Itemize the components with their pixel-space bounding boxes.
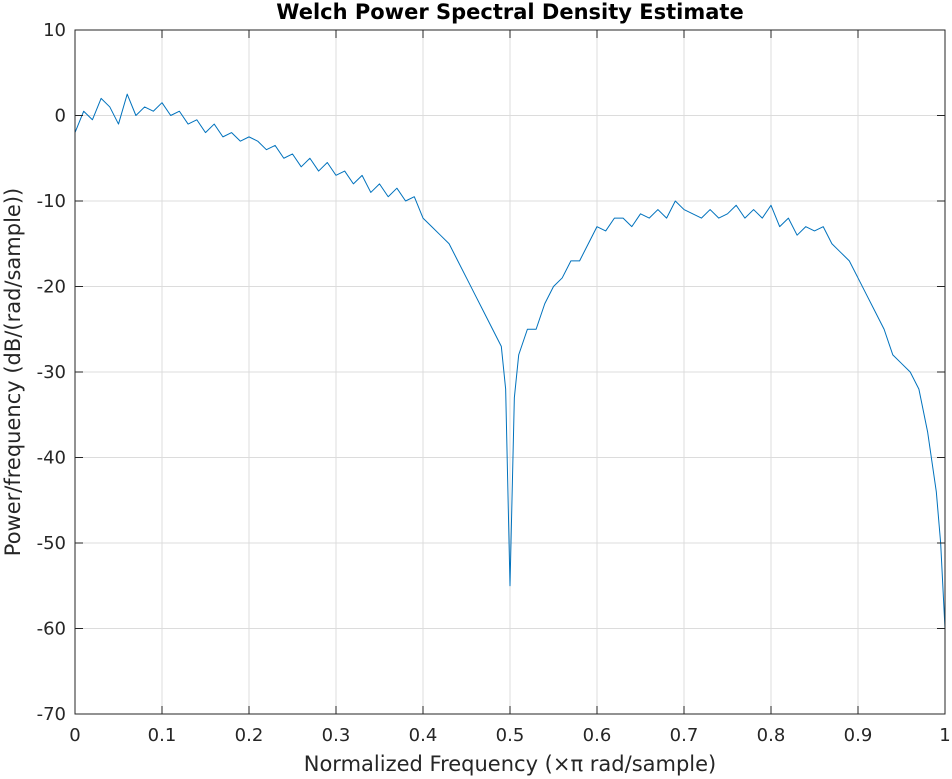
x-axis-label: Normalized Frequency (×π rad/sample) — [304, 752, 716, 776]
chart-title: Welch Power Spectral Density Estimate — [276, 0, 743, 24]
y-tick-label: -10 — [37, 191, 66, 212]
y-tick-label: -70 — [37, 704, 66, 725]
x-tick-label: 0.4 — [409, 725, 438, 746]
plot-area — [74, 93, 946, 629]
x-tick-label: 0.9 — [844, 725, 873, 746]
y-tick-label: -50 — [37, 533, 66, 554]
y-axis-label: Power/frequency (dB/(rad/sample)) — [1, 188, 25, 556]
x-tick-label: 0.7 — [670, 725, 699, 746]
y-tick-label: -30 — [37, 362, 66, 383]
x-tick-label: 0.2 — [235, 725, 264, 746]
y-tick-label: 10 — [43, 20, 66, 41]
psd-series-line — [74, 93, 946, 629]
ticks: 0 0.1 0.2 0.3 0.4 0.5 0.6 0.7 0.8 0.9 1 10 0 -10 -20 -3… — [37, 20, 951, 746]
y-tick-label: -60 — [37, 619, 66, 640]
y-tick-label: 0 — [55, 106, 66, 127]
x-tick-label: 0.1 — [148, 725, 177, 746]
x-tick-label: 1 — [939, 725, 950, 746]
y-tick-label: -40 — [37, 448, 66, 469]
x-tick-label: 0 — [69, 725, 80, 746]
x-tick-label: 0.8 — [757, 725, 786, 746]
x-tick-label: 0.5 — [496, 725, 525, 746]
x-tick-label: 0.6 — [583, 725, 612, 746]
x-tick-label: 0.3 — [322, 725, 351, 746]
y-tick-label: -20 — [37, 277, 66, 298]
